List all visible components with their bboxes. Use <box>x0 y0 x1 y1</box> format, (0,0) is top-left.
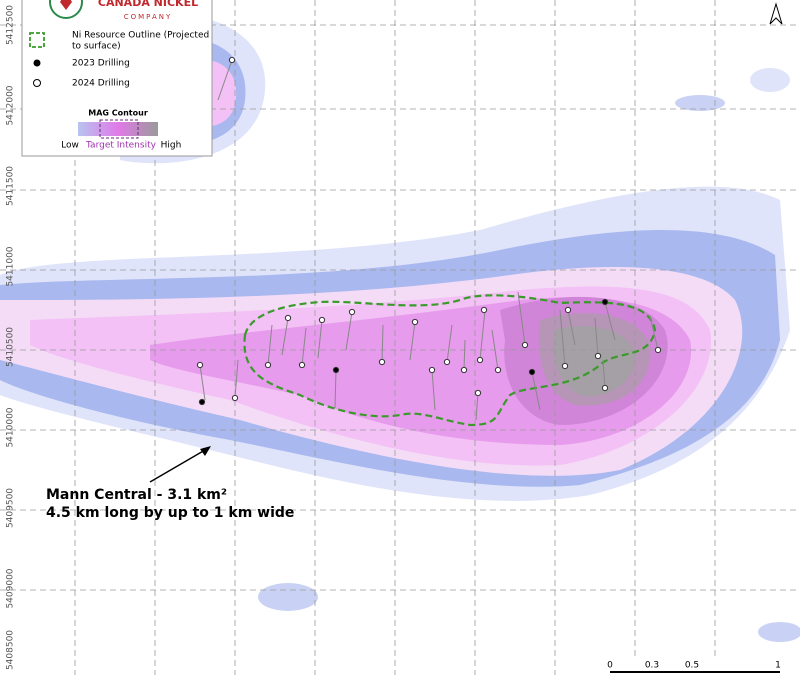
drill-trace <box>317 319 323 359</box>
scale-label: 0 <box>607 661 613 671</box>
drill-trace <box>479 309 486 361</box>
northing-labels: 5412500 5412000 5411500 5411000 5410500 54100… <box>6 5 16 670</box>
scale-label: 0.3 <box>645 661 659 671</box>
drill-trace <box>334 369 337 409</box>
drill-trace <box>602 359 606 389</box>
drill-2024 <box>411 318 419 326</box>
drill-trace <box>409 321 416 361</box>
logo-name: CANADA NICKEL <box>98 0 198 9</box>
drill-2024 <box>460 366 468 374</box>
drill-trace <box>431 369 436 411</box>
drill-trace <box>594 317 599 357</box>
drill-trace <box>446 324 453 363</box>
drill-2024 <box>443 358 451 366</box>
drill-trace <box>199 364 206 401</box>
logo-tagline: COMPANY <box>124 13 173 21</box>
drill-2024 <box>348 308 356 316</box>
drill-trace <box>604 301 616 341</box>
drill-2024 <box>564 306 572 314</box>
drill-trace <box>567 309 576 346</box>
drill-2024 <box>601 384 609 392</box>
legend-label: to surface) <box>72 42 121 52</box>
drill-2024 <box>228 56 236 64</box>
northing-label: 5408500 <box>6 630 16 670</box>
drill-trace <box>531 371 541 411</box>
arrow <box>149 449 206 483</box>
northing-label: 5411000 <box>6 246 16 286</box>
drill-trace <box>217 59 233 101</box>
drill-trace <box>463 339 466 371</box>
northing-label: 5411500 <box>6 166 16 206</box>
drill-2024 <box>561 362 569 370</box>
drill-2023 <box>601 298 609 306</box>
drill-2024 <box>594 352 602 360</box>
drill-2023 <box>332 366 340 374</box>
drill-trace <box>517 291 526 346</box>
drill-2024 <box>480 306 488 314</box>
high-label: High <box>161 141 182 151</box>
scale-label: 1 <box>775 661 781 671</box>
legend-label: Ni Resource Outline (Projected <box>72 31 209 41</box>
drill-trace <box>559 309 566 367</box>
annotation: Mann Central - 3.1 km² <box>46 487 227 503</box>
drill-trace <box>267 324 273 366</box>
drill-2024 <box>476 356 484 364</box>
legend-label: 2023 Drilling <box>72 59 130 69</box>
drill-2024 <box>378 358 386 366</box>
arrow-head <box>200 446 211 456</box>
drill-2024 <box>494 366 502 374</box>
northing-label: 5412500 <box>6 5 16 45</box>
drill-2024 <box>654 346 662 354</box>
drill-2024 <box>318 316 326 324</box>
northing-label: 5409500 <box>6 488 16 528</box>
drill-2024 <box>196 361 204 369</box>
drill-2024 <box>284 314 292 322</box>
drill-2024 <box>231 394 239 402</box>
drill-2024 <box>264 361 272 369</box>
drill-2023 <box>198 398 206 406</box>
scale-label: 0.5 <box>685 661 699 671</box>
drill-2024 <box>474 389 482 397</box>
legend-label: 2024 Drilling <box>72 79 130 89</box>
contour-title: MAG Contour <box>88 109 148 118</box>
annotation: 4.5 km long by up to 1 km wide <box>46 505 294 521</box>
legend: CANADA NICKEL COMPANY Ni Resource Outlin… <box>21 0 213 157</box>
drill-trace <box>475 392 479 421</box>
resource-outline <box>243 294 657 427</box>
drill-trace <box>345 311 353 351</box>
northing-label: 5409000 <box>6 568 16 608</box>
northing-label: 5410500 <box>6 327 16 367</box>
north-arrow <box>769 2 783 25</box>
drill-holes <box>196 56 662 421</box>
drill-trace <box>649 315 659 351</box>
drill-trace <box>381 324 384 363</box>
northing-label: 5410000 <box>6 407 16 447</box>
scale-bar: 0 0.3 0.5 1 <box>600 660 800 675</box>
drill-2024 <box>521 341 529 349</box>
drill-2024 <box>298 361 306 369</box>
drill-trace <box>301 327 307 366</box>
drill-trace <box>491 329 499 371</box>
drill-2023 <box>528 368 536 376</box>
northing-label: 5412000 <box>6 85 16 125</box>
drill-trace <box>281 317 289 356</box>
target-label: Target Intensity <box>85 141 157 151</box>
drill-2024 <box>428 366 436 374</box>
drill-trace <box>234 359 239 399</box>
low-label: Low <box>61 141 79 151</box>
